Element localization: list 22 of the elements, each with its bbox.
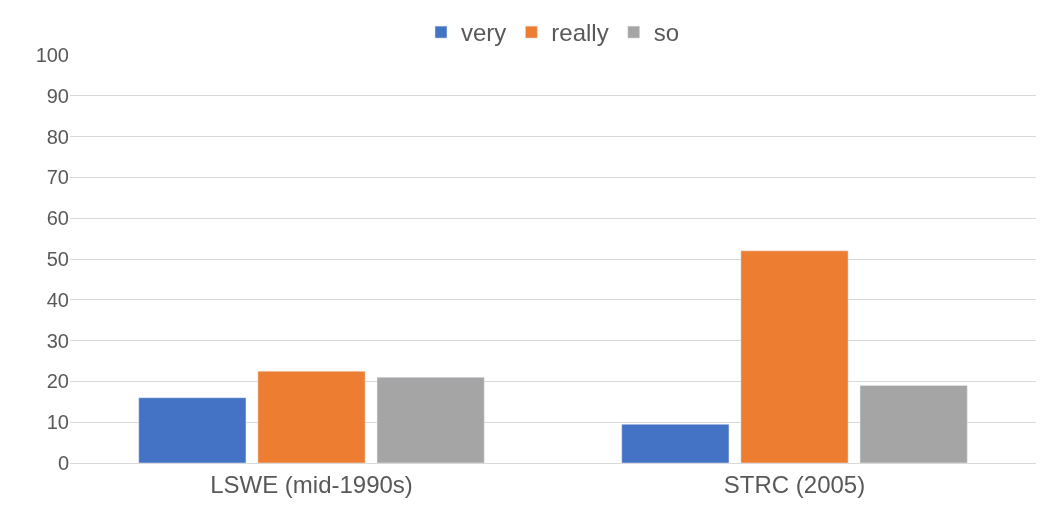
y-tick-label: 100 [35,44,69,66]
bar [740,250,849,463]
bar [859,385,968,463]
bar [621,423,730,463]
x-tick-label: STRC (2005) [723,470,866,498]
y-tick-label: 40 [46,288,69,311]
bar [138,397,247,463]
legend-label: really [551,19,609,47]
y-tick-label: 0 [57,452,69,474]
x-tick-label: LSWE (mid-1990s) [210,470,413,498]
y-tick-label: 70 [46,166,69,189]
bar [376,377,485,463]
y-tick-label: 80 [46,125,69,148]
y-tick-label: 60 [46,207,69,230]
y-tick-label: 50 [46,248,69,270]
legend-label: very [461,19,507,47]
bar [257,370,366,463]
y-tick-label: 10 [46,411,69,434]
y-tick-label: 20 [46,370,69,393]
y-tick-label: 90 [46,84,69,107]
legend-label: so [653,19,680,47]
y-tick-label: 30 [46,329,69,352]
